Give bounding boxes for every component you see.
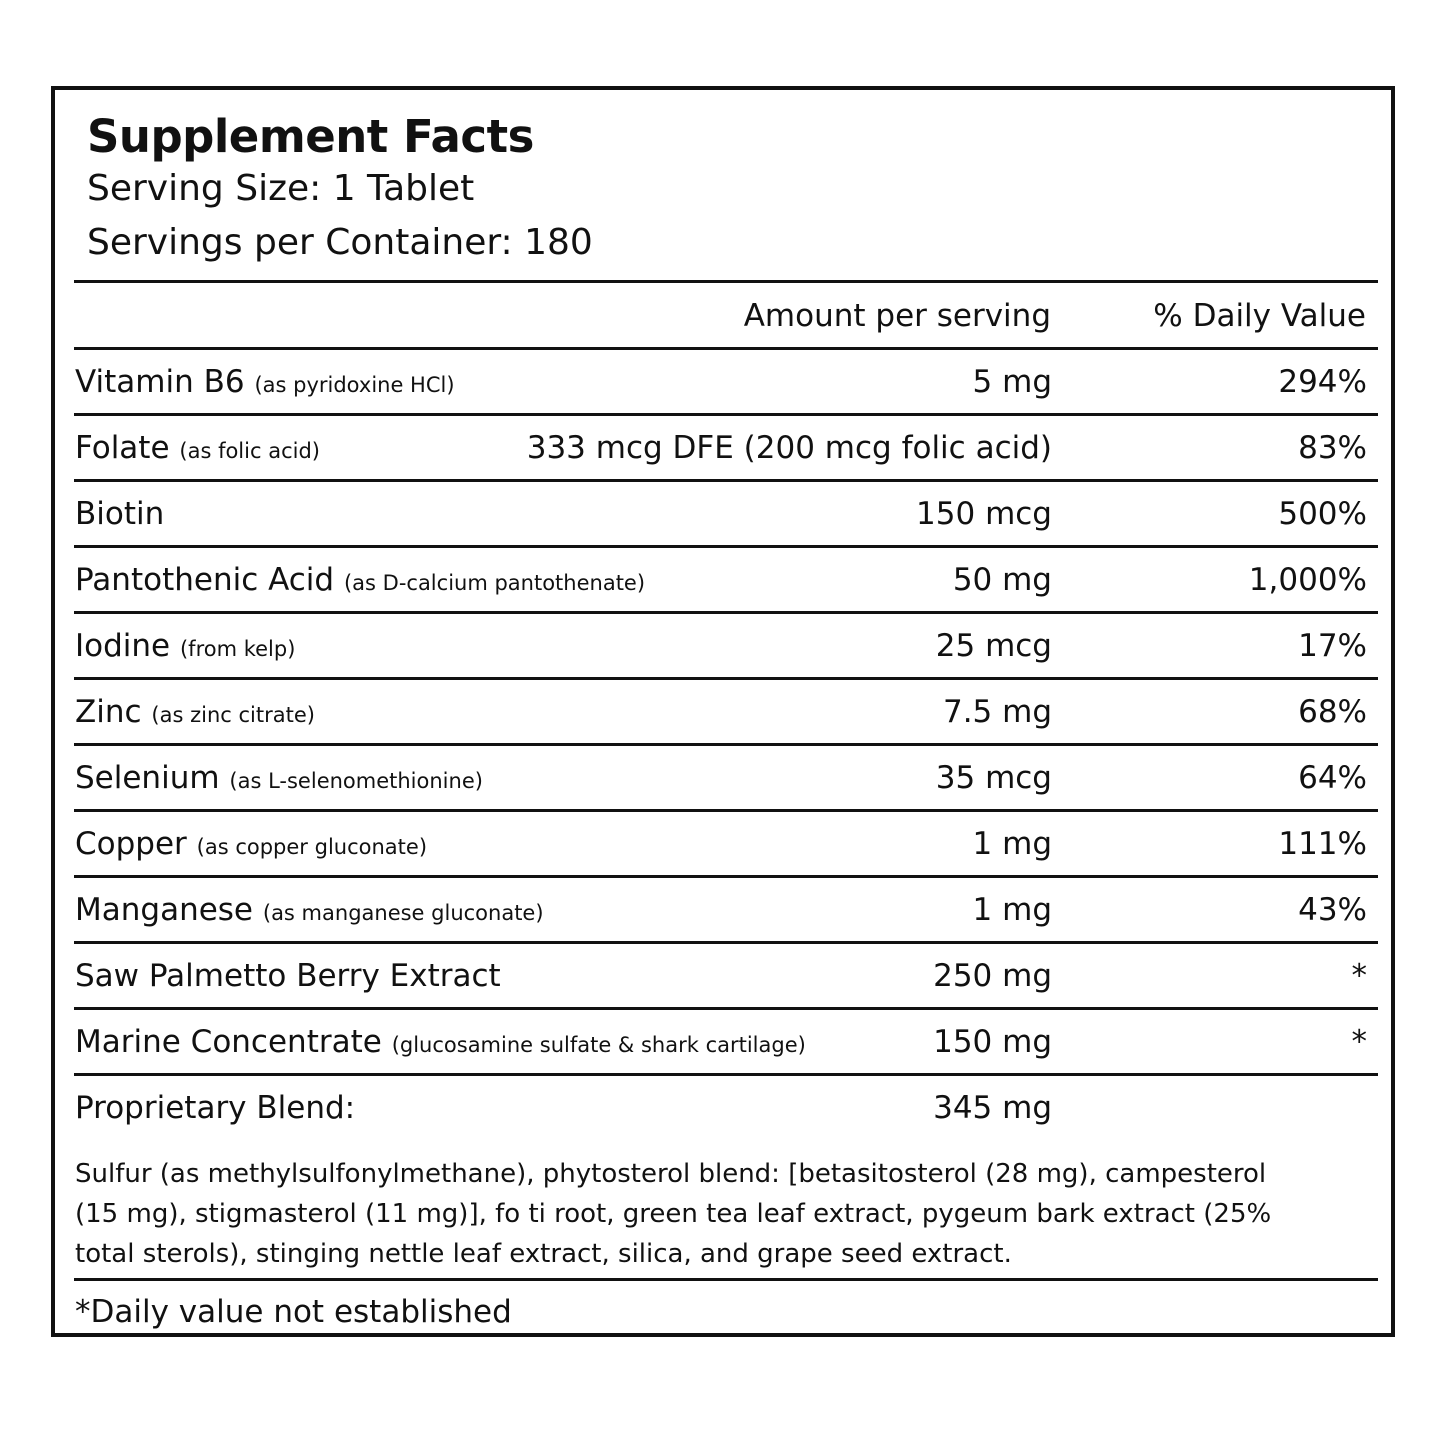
nutrient-daily-value: 294% (1278, 364, 1367, 400)
nutrient-source: (as L-selenomethionine) (229, 769, 483, 793)
nutrient-amount: 7.5 mg (942, 694, 1052, 730)
supplement-facts-panel: Supplement Facts Serving Size: 1 Tablet … (51, 86, 1395, 1337)
nutrient-row-proprietary-blend: Proprietary Blend: 345 mg (74, 1076, 1378, 1142)
nutrient-amount: 1 mg (972, 892, 1052, 928)
nutrient-daily-value: 83% (1298, 430, 1367, 466)
nutrient-row-vitamin-b6: Vitamin B6 (as pyridoxine HCl) 5 mg 294% (74, 350, 1378, 416)
panel-title: Supplement Facts (87, 110, 534, 163)
nutrient-daily-value: 500% (1278, 496, 1367, 532)
divider (74, 1278, 1378, 1281)
header-daily-value: % Daily Value (1153, 298, 1366, 334)
divider (74, 280, 1378, 283)
nutrient-daily-value: 43% (1298, 892, 1367, 928)
divider (74, 809, 1378, 812)
nutrient-daily-value: 111% (1278, 826, 1367, 862)
nutrient-daily-value: 17% (1298, 628, 1367, 664)
nutrient-source: (as D-calcium pantothenate) (343, 571, 646, 595)
nutrient-daily-value: 68% (1298, 694, 1367, 730)
nutrient-daily-value: * (1351, 958, 1368, 994)
nutrient-row-biotin: Biotin 150 mcg 500% (74, 482, 1378, 548)
nutrient-source: (as folic acid) (179, 439, 320, 463)
nutrient-source: (from kelp) (179, 637, 296, 661)
nutrient-source: (as copper gluconate) (196, 835, 428, 859)
nutrient-row-copper: Copper (as copper gluconate) 1 mg 111% (74, 812, 1378, 878)
nutrient-amount: 150 mg (933, 1024, 1052, 1060)
nutrient-name: Manganese (75, 892, 254, 928)
nutrient-amount: 50 mg (952, 562, 1052, 598)
nutrient-row-marine-concentrate: Marine Concentrate (glucosamine sulfate … (74, 1010, 1378, 1076)
nutrient-daily-value: * (1351, 1024, 1368, 1060)
nutrient-amount: 345 mg (933, 1090, 1052, 1126)
serving-size: Serving Size: 1 Tablet (87, 168, 475, 209)
nutrient-name: Zinc (75, 694, 142, 730)
nutrient-amount: 250 mg (933, 958, 1052, 994)
nutrient-amount: 1 mg (972, 826, 1052, 862)
nutrient-name: Proprietary Blend: (75, 1090, 356, 1126)
nutrient-name: Saw Palmetto Berry Extract (75, 958, 501, 994)
nutrient-name: Marine Concentrate (75, 1024, 382, 1060)
nutrient-amount: 150 mcg (916, 496, 1052, 532)
divider (74, 545, 1378, 548)
nutrient-row-zinc: Zinc (as zinc citrate) 7.5 mg 68% (74, 680, 1378, 746)
nutrient-source: (glucosamine sulfate & shark cartilage) (391, 1033, 806, 1057)
divider (74, 347, 1378, 350)
divider (74, 413, 1378, 416)
nutrient-daily-value: 64% (1298, 760, 1367, 796)
nutrient-daily-value: 1,000% (1248, 562, 1367, 598)
header-amount: Amount per serving (743, 298, 1051, 334)
divider (74, 875, 1378, 878)
nutrient-name: Selenium (75, 760, 220, 796)
nutrient-name: Pantothenic Acid (75, 562, 335, 598)
nutrient-amount: 5 mg (972, 364, 1052, 400)
nutrient-row-manganese: Manganese (as manganese gluconate) 1 mg … (74, 878, 1378, 944)
nutrient-source: (as pyridoxine HCl) (254, 373, 455, 397)
nutrient-source: (as zinc citrate) (151, 703, 315, 727)
footnote: *Daily value not established (75, 1294, 512, 1330)
nutrient-row-iodine: Iodine (from kelp) 25 mcg 17% (74, 614, 1378, 680)
nutrient-name: Folate (75, 430, 170, 466)
divider (74, 677, 1378, 680)
nutrient-name: Iodine (75, 628, 171, 664)
divider (74, 479, 1378, 482)
nutrient-name: Vitamin B6 (75, 364, 245, 400)
divider (74, 1007, 1378, 1010)
blend-ingredients: Sulfur (as methylsulfonylmethane), phyto… (75, 1159, 1272, 1269)
nutrient-row-selenium: Selenium (as L-selenomethionine) 35 mcg … (74, 746, 1378, 812)
nutrient-row-saw-palmetto: Saw Palmetto Berry Extract 250 mg * (74, 944, 1378, 1010)
nutrient-row-pantothenic-acid: Pantothenic Acid (as D-calcium pantothen… (74, 548, 1378, 614)
servings-per-container: Servings per Container: 180 (87, 222, 593, 263)
nutrient-source: (as manganese gluconate) (262, 901, 544, 925)
divider (74, 941, 1378, 944)
divider (74, 743, 1378, 746)
nutrient-name: Copper (75, 826, 187, 862)
nutrient-name: Biotin (75, 496, 165, 532)
nutrient-amount: 25 mcg (935, 628, 1052, 664)
nutrient-amount: 35 mcg (935, 760, 1052, 796)
divider (74, 1073, 1378, 1076)
divider (74, 611, 1378, 614)
nutrient-amount: 333 mcg DFE (200 mcg folic acid) (526, 430, 1052, 466)
nutrient-row-folate: Folate (as folic acid) 333 mcg DFE (200 … (74, 416, 1378, 482)
